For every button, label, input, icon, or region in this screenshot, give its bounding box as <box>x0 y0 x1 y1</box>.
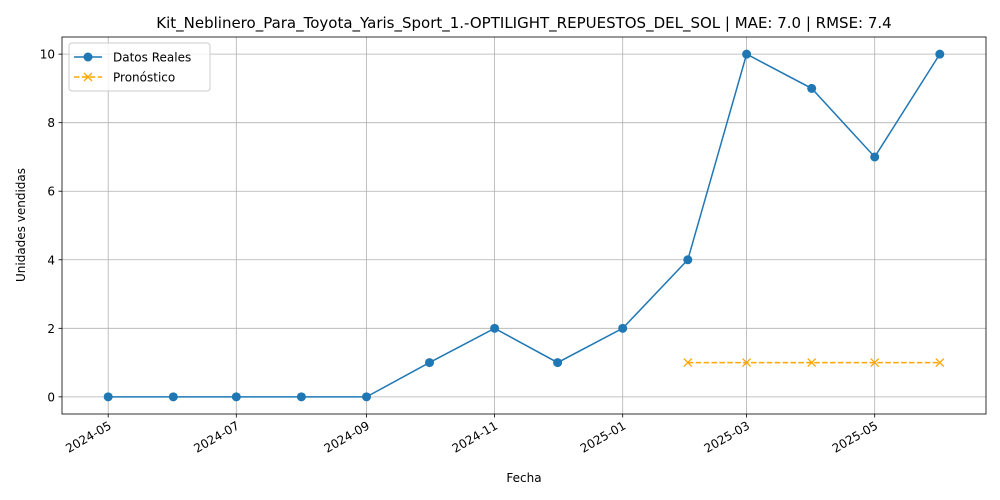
legend-item: Pronóstico <box>74 71 175 85</box>
series-0 <box>103 49 945 402</box>
y-axis-label: Unidades vendidas <box>14 168 28 282</box>
data-point <box>683 255 693 265</box>
legend-item: Datos Reales <box>74 51 191 65</box>
y-tick-label: 0 <box>47 390 55 404</box>
x-axis-label: Fecha <box>506 471 541 485</box>
data-point <box>870 152 880 162</box>
y-tick-label: 4 <box>47 253 55 267</box>
legend-marker <box>83 72 93 82</box>
chart-title: Kit_Neblinero_Para_Toyota_Yaris_Sport_1.… <box>156 14 891 33</box>
plot-frame <box>61 36 987 415</box>
x-tick-label: 2024-05 <box>63 418 113 455</box>
data-point <box>935 49 945 59</box>
legend-box <box>68 42 211 92</box>
x-tick-label: 2024-09 <box>322 418 372 455</box>
series-layer <box>103 49 945 402</box>
legend: Datos Reales Pronóstico <box>68 42 211 92</box>
x-tick-label: 2025-05 <box>830 418 880 455</box>
data-point <box>168 392 178 402</box>
data-point <box>742 49 752 59</box>
legend-marker <box>83 52 93 62</box>
x-tick-label: 2025-03 <box>702 418 752 455</box>
series-1 <box>683 358 945 368</box>
series-line <box>108 53 941 398</box>
data-point <box>553 358 563 368</box>
axis-ticks: 0 2 4 6 8 10 2024-05 2024-07 2024-09 2024-11 2025-… <box>40 48 880 456</box>
legend-label: Datos Reales <box>113 51 191 65</box>
x-tick-label: 2024-07 <box>191 418 241 455</box>
grid <box>62 37 986 414</box>
data-point <box>742 358 752 368</box>
y-tick-label: 8 <box>47 116 55 130</box>
data-point <box>425 358 434 368</box>
y-tick-label: 2 <box>47 322 55 336</box>
data-point <box>935 358 945 368</box>
data-point <box>807 358 817 368</box>
x-tick-label: 2025-01 <box>578 418 628 455</box>
data-point <box>618 323 628 333</box>
data-point <box>807 83 817 93</box>
data-point <box>683 358 693 368</box>
data-point <box>231 392 241 402</box>
legend-label: Pronóstico <box>113 71 175 85</box>
y-tick-label: 6 <box>47 185 55 199</box>
data-point <box>490 323 500 333</box>
data-point <box>870 358 880 368</box>
x-tick-label: 2024-11 <box>450 418 500 455</box>
data-point <box>362 392 371 402</box>
data-point <box>296 392 306 402</box>
data-point <box>103 392 113 402</box>
y-tick-label: 10 <box>40 48 55 62</box>
